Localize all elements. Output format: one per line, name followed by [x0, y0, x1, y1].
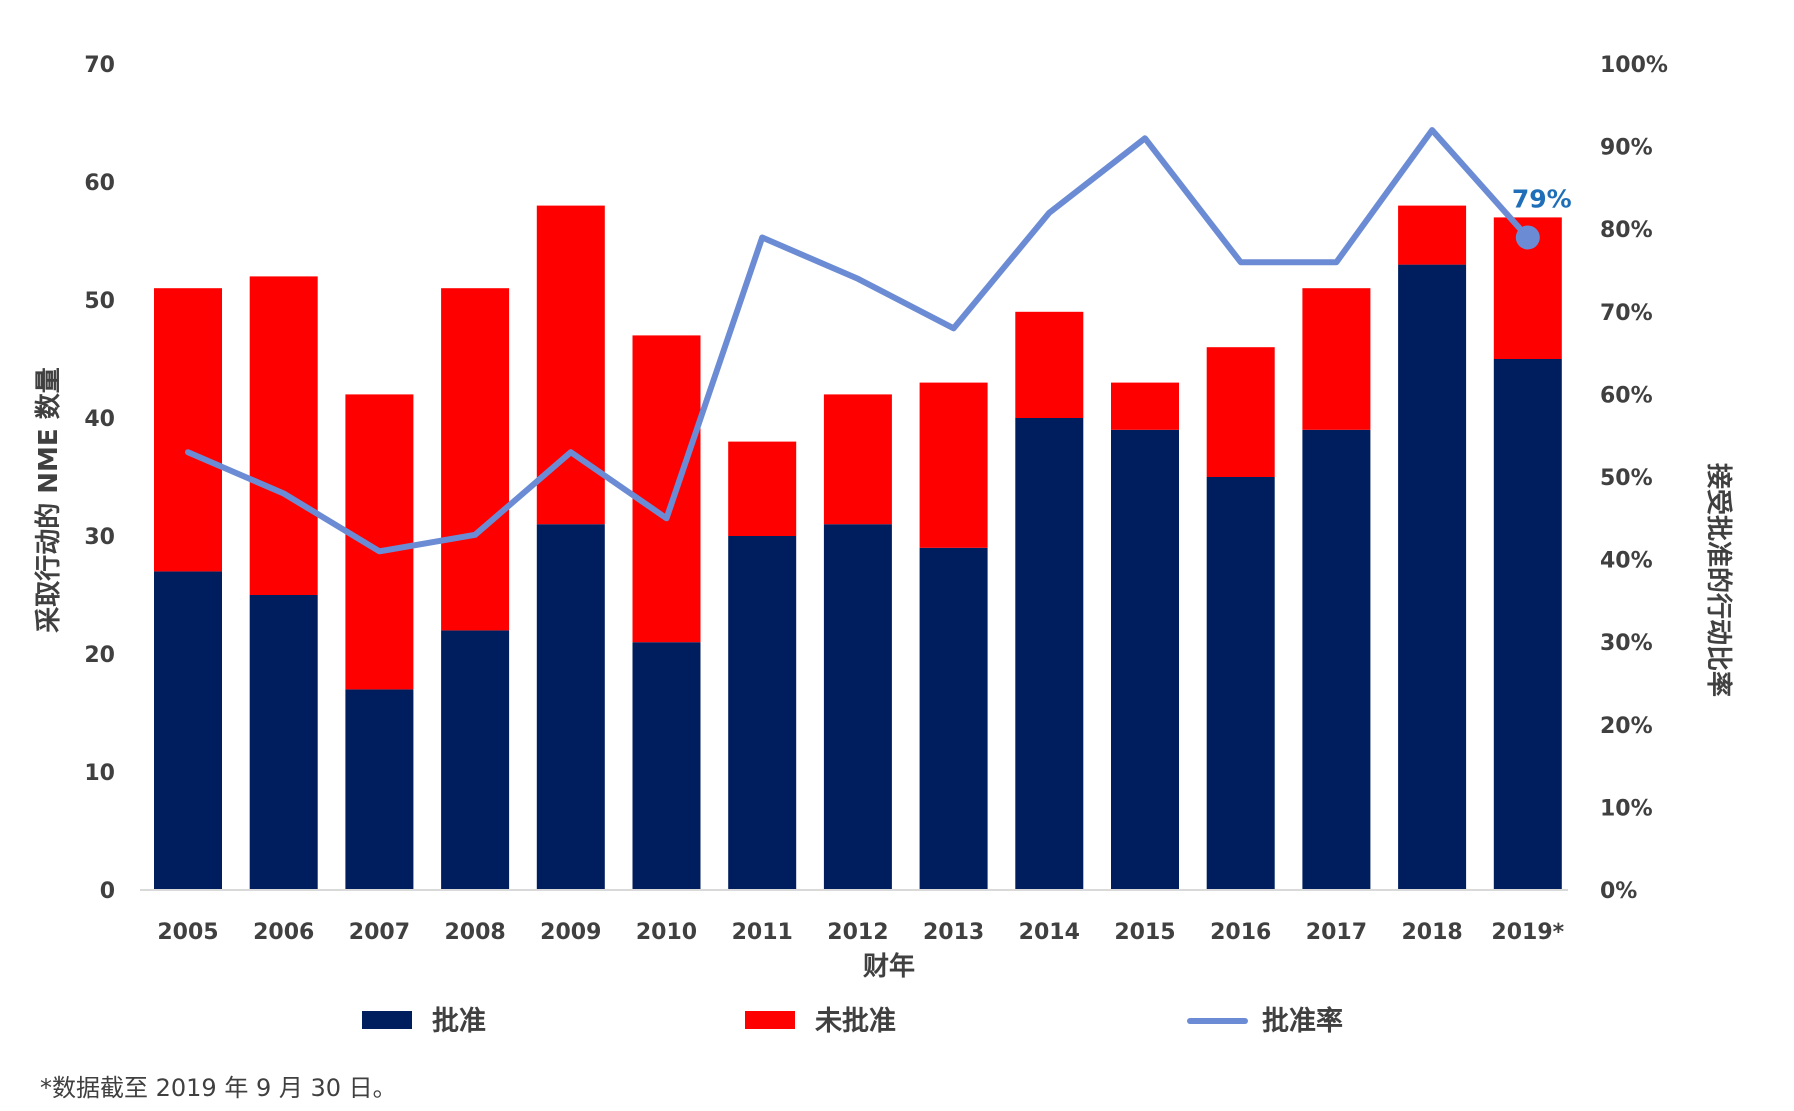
bar-not-approved	[441, 288, 510, 631]
bars-layer	[154, 205, 1562, 891]
y-tick-label: 50	[84, 289, 115, 314]
legend: 批准 未批准 批准率	[362, 1005, 1343, 1037]
y2-tick-label: 30%	[1600, 631, 1653, 656]
bar-not-approved	[1302, 288, 1371, 430]
x-tick-label: 2007	[349, 920, 410, 945]
x-tick-label: 2012	[827, 920, 888, 945]
y-tick-label: 70	[84, 53, 115, 78]
x-tick-label: 2019*	[1491, 920, 1564, 945]
legend-label-approved: 批准	[432, 1006, 486, 1037]
bar-not-approved	[632, 335, 701, 643]
bar-not-approved	[1206, 347, 1275, 477]
approval-rate-last-point	[1515, 225, 1540, 250]
bar-approved	[441, 630, 510, 890]
bar-approved	[345, 689, 414, 890]
y2-tick-label: 90%	[1600, 136, 1653, 161]
bar-not-approved	[823, 394, 892, 525]
y-tick-label: 30	[84, 525, 115, 550]
bar-approved	[728, 536, 797, 890]
bar-approved	[1302, 429, 1371, 890]
bar-approved	[1398, 264, 1467, 891]
left-axis-ticks: 0 10 20 30 40 50 60 70	[84, 53, 115, 904]
y2-tick-label: 70%	[1600, 301, 1653, 326]
bar-approved	[1206, 477, 1275, 890]
rate-line-layer: 79%	[185, 127, 1572, 555]
x-tick-label: 2015	[1114, 920, 1175, 945]
bar-not-approved	[249, 276, 318, 595]
y2-tick-label: 10%	[1600, 796, 1653, 821]
bar-not-approved	[1111, 382, 1179, 430]
footnote: *数据截至 2019 年 9 月 30 日。	[40, 1074, 397, 1102]
legend-label-not-approved: 未批准	[815, 1006, 896, 1037]
bar-approved	[154, 571, 222, 890]
bar-approved	[1493, 359, 1562, 890]
y2-tick-label: 60%	[1600, 383, 1653, 408]
x-tick-label: 2013	[923, 920, 984, 945]
legend-swatch-approved	[362, 1011, 412, 1029]
legend-swatch-not-approved	[745, 1011, 795, 1029]
y2-tick-label: 0%	[1600, 879, 1637, 904]
y2-tick-label: 50%	[1600, 466, 1653, 491]
bar-not-approved	[345, 394, 414, 690]
bar-approved	[632, 642, 701, 890]
approval-rate-line	[185, 127, 1531, 555]
x-tick-label: 2008	[444, 920, 505, 945]
right-axis-ticks: 0% 10% 20% 30% 40% 50% 60% 70% 80% 90% 100%	[1600, 53, 1668, 904]
bar-approved	[823, 524, 892, 890]
y2-axis-title: 接受批准的行动比率	[1703, 463, 1734, 697]
y-tick-label: 20	[84, 643, 115, 668]
x-axis-title: 财年	[863, 951, 915, 982]
bar-approved	[1111, 429, 1179, 890]
y2-tick-label: 100%	[1600, 53, 1668, 78]
bar-approved	[919, 547, 988, 890]
bar-approved	[1015, 418, 1084, 890]
y2-tick-label: 20%	[1600, 714, 1653, 739]
y-tick-label: 60	[84, 171, 115, 196]
x-tick-label: 2017	[1306, 920, 1367, 945]
y-tick-label: 10	[84, 761, 115, 786]
bar-not-approved	[1015, 311, 1084, 418]
bar-not-approved	[728, 441, 797, 536]
x-tick-label: 2011	[732, 920, 793, 945]
approval-rate-annotation: 79%	[1512, 184, 1572, 213]
y2-tick-label: 80%	[1600, 218, 1653, 243]
bar-approved	[249, 595, 318, 890]
x-tick-label: 2009	[540, 920, 601, 945]
x-tick-label: 2016	[1210, 920, 1271, 945]
bar-approved	[536, 524, 605, 890]
bar-not-approved	[919, 382, 988, 548]
y-axis-title: 采取行动的 NME 数量	[33, 367, 64, 633]
x-tick-label: 2005	[157, 920, 218, 945]
bar-not-approved	[1398, 205, 1467, 265]
x-tick-label: 2018	[1401, 920, 1462, 945]
x-tick-label: 2014	[1019, 920, 1080, 945]
x-tick-label: 2006	[253, 920, 314, 945]
bar-not-approved	[154, 288, 222, 572]
legend-label-rate: 批准率	[1262, 1005, 1343, 1037]
x-axis-ticks: 2005 2006 2007 2008 2009 2010 2011 2012 2013 2014…	[157, 920, 1564, 945]
x-tick-label: 2010	[636, 920, 697, 945]
y2-tick-label: 40%	[1600, 549, 1653, 574]
y-tick-label: 0	[100, 879, 115, 904]
y-tick-label: 40	[84, 407, 115, 432]
